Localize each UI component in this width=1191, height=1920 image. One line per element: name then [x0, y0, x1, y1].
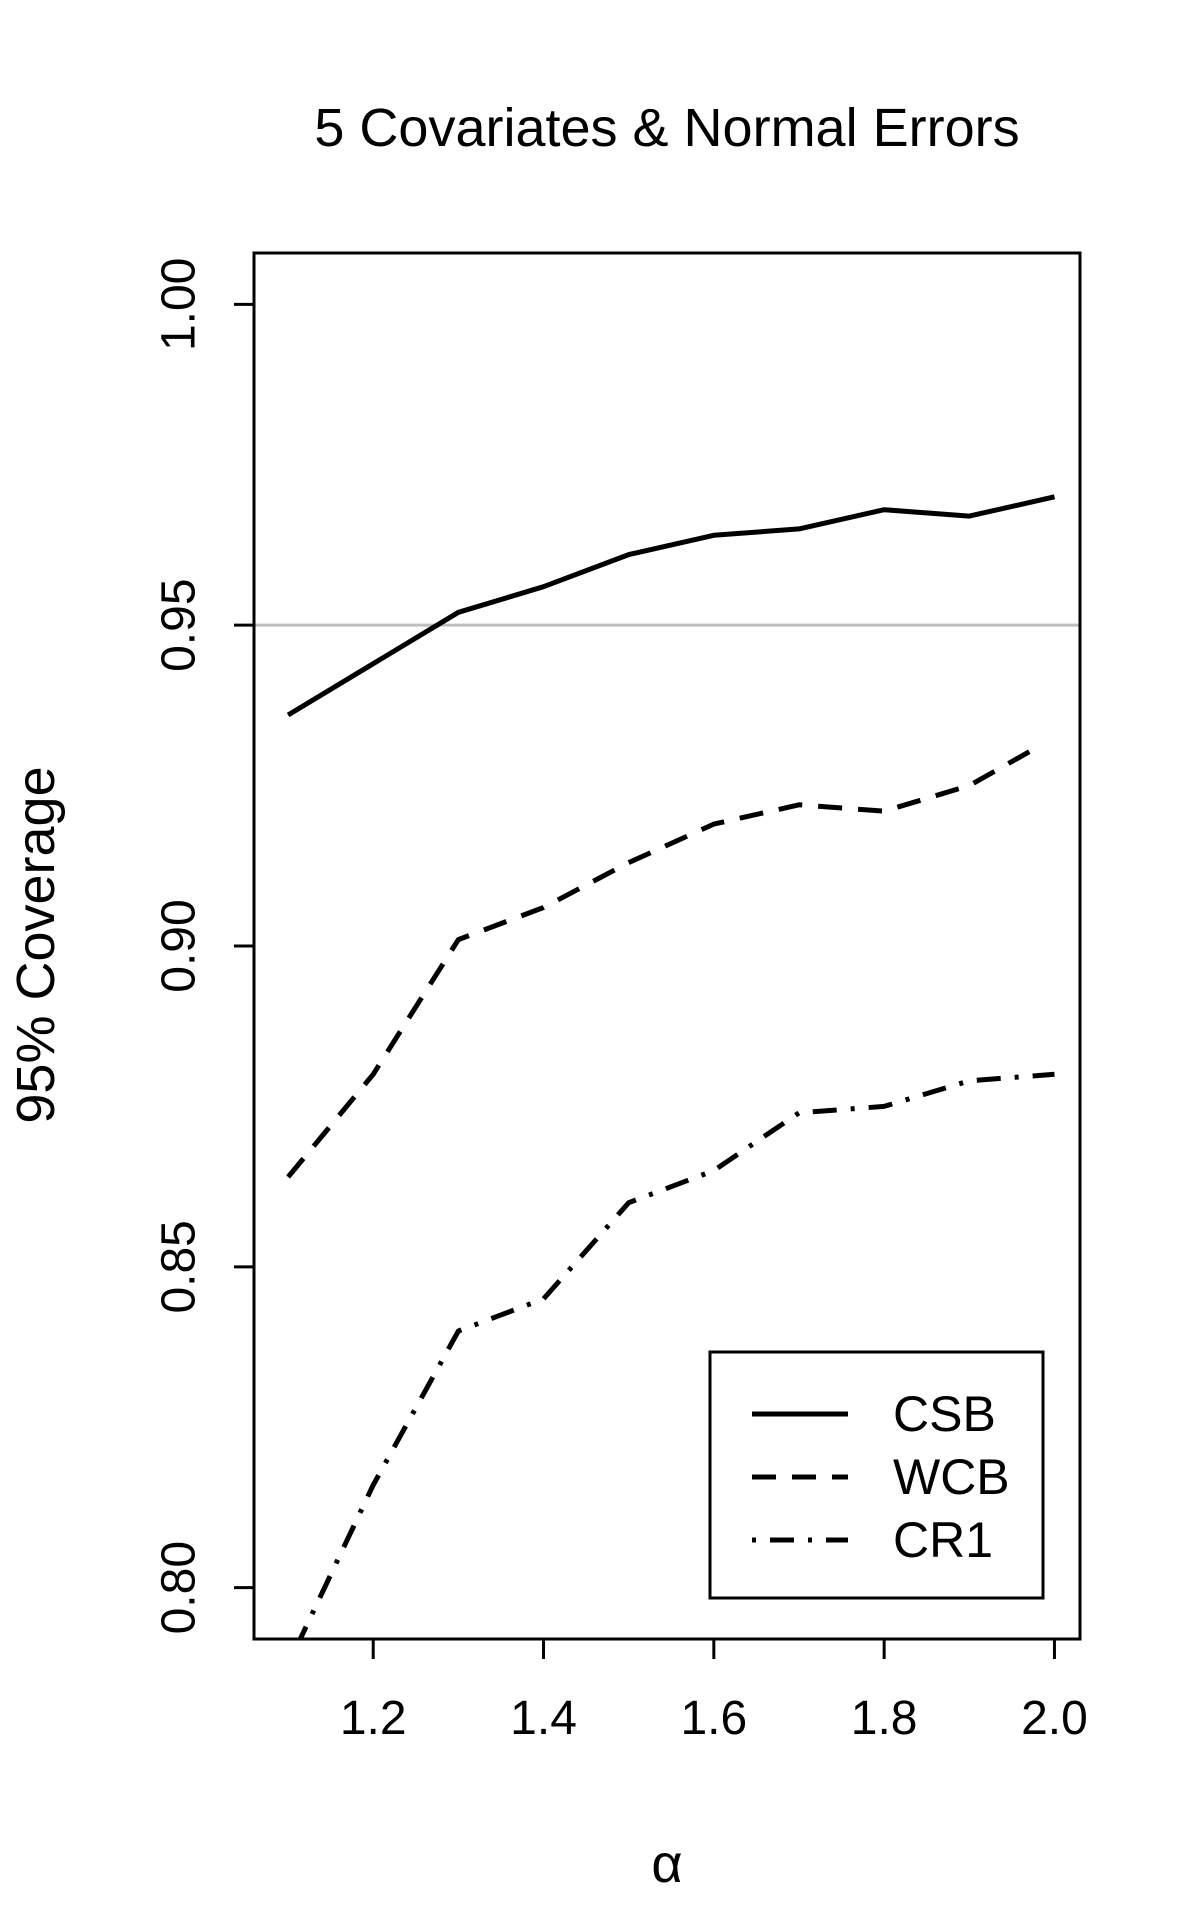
x-tick-label-1.8: 1.8	[851, 1692, 918, 1745]
x-tick-label-2.0: 2.0	[1021, 1692, 1088, 1745]
series-layer	[286, 494, 1056, 1639]
legend: CSB WCB CR1	[708, 1350, 1045, 1600]
y-axis-label: 95% Coverage	[6, 766, 66, 1123]
y-tick-label-1.00: 1.00	[153, 258, 206, 351]
x-tick-label-1.6: 1.6	[680, 1692, 747, 1745]
y-axis: 0.80 0.85 0.90 0.95 1.00	[153, 258, 256, 1634]
y-tick-label-0.95: 0.95	[153, 578, 206, 671]
y-tick-label-0.80: 0.80	[153, 1541, 206, 1634]
x-axis: 1.2 1.4 1.6 1.8 2.0	[340, 1637, 1088, 1745]
series-line-csb	[286, 494, 1056, 718]
x-axis-label: α	[651, 1834, 682, 1894]
x-tick-label-1.4: 1.4	[510, 1692, 577, 1745]
series-line-cr1	[297, 1071, 1055, 1639]
legend-label-wcb: WCB	[893, 1449, 1010, 1505]
y-tick-label-0.85: 0.85	[153, 1220, 206, 1313]
chart-title: 5 Covariates & Normal Errors	[314, 98, 1019, 158]
legend-items: CSB WCB CR1	[752, 1386, 1010, 1568]
series-line-wcb	[286, 744, 1039, 1179]
x-tick-label-1.2: 1.2	[340, 1692, 407, 1745]
y-tick-label-0.90: 0.90	[153, 899, 206, 992]
legend-label-cr1: CR1	[893, 1512, 993, 1568]
legend-label-csb: CSB	[893, 1386, 996, 1442]
